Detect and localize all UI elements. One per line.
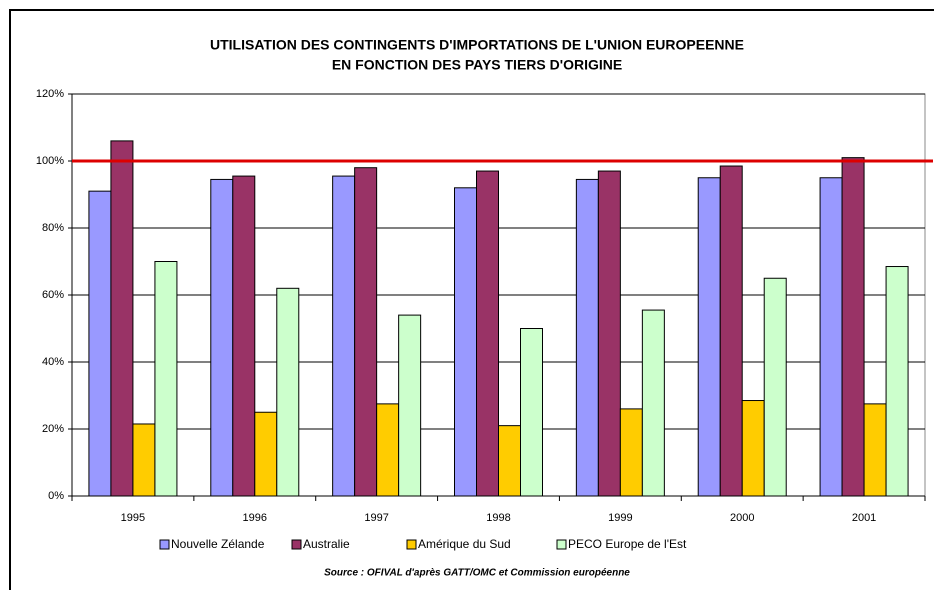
bar (232, 175, 256, 497)
y-tick-label: 40% (42, 356, 64, 368)
y-tick-label: 100% (36, 155, 64, 167)
y-tick-label: 80% (42, 222, 64, 234)
bar (863, 403, 887, 497)
bar (719, 165, 743, 497)
y-tick-label: 120% (36, 88, 64, 100)
x-tick-label: 1999 (608, 512, 632, 524)
bar (354, 167, 378, 497)
x-tick-label: 1995 (121, 512, 145, 524)
x-tick-label: 2000 (730, 512, 754, 524)
x-tick-label: 2001 (852, 512, 876, 524)
bar (619, 408, 643, 497)
bar (454, 187, 477, 497)
bar (276, 287, 300, 497)
bar (763, 277, 787, 497)
legend-swatch (556, 539, 567, 550)
bar (641, 309, 665, 497)
bar (575, 178, 599, 497)
bar (376, 403, 400, 497)
bar (597, 170, 621, 497)
bar (398, 314, 422, 497)
bar (154, 261, 178, 497)
legend-swatch (406, 539, 417, 550)
legend-label: PECO Europe de l'Est (568, 537, 687, 551)
legend-label: Nouvelle Zélande (171, 537, 265, 551)
y-tick-label: 60% (42, 289, 64, 301)
y-tick-label: 0% (48, 490, 64, 502)
bar (841, 157, 865, 497)
legend-label: Australie (303, 537, 350, 551)
x-tick-label: 1997 (364, 512, 388, 524)
bar (498, 425, 521, 497)
bar (210, 178, 234, 497)
frame (9, 9, 934, 590)
bar (88, 190, 112, 497)
bar (476, 170, 499, 497)
legend-swatch (291, 539, 302, 550)
legend-swatch (159, 539, 170, 550)
chart-title: EN FONCTION DES PAYS TIERS D'ORIGINE (332, 57, 622, 73)
source-note: Source : OFIVAL d'après GATT/OMC et Comm… (324, 568, 630, 579)
bar (741, 400, 765, 497)
legend-label: Amérique du Sud (418, 537, 511, 551)
x-tick-label: 1998 (486, 512, 510, 524)
bar (132, 423, 156, 497)
bar (819, 177, 843, 497)
bar (520, 328, 543, 497)
chart-title: UTILISATION DES CONTINGENTS D'IMPORTATIO… (210, 37, 744, 53)
bar (885, 266, 909, 497)
x-tick-label: 1996 (243, 512, 267, 524)
bar (110, 140, 134, 497)
bar (254, 411, 278, 497)
bar (697, 177, 721, 497)
y-tick-label: 20% (42, 423, 64, 435)
bar (332, 175, 356, 497)
